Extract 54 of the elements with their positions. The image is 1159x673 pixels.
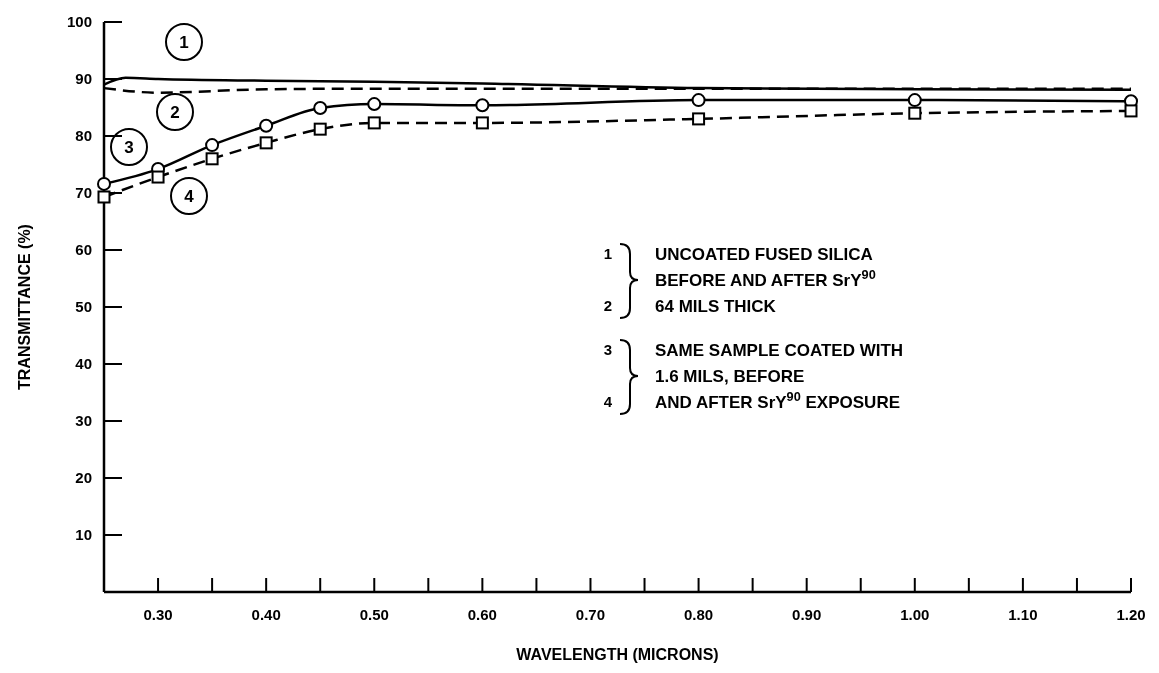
point — [259, 136, 273, 150]
x-tick-label: 0.90 — [792, 606, 822, 623]
point — [205, 152, 219, 166]
y-tick-label: 80 — [75, 127, 92, 145]
x-tick-label: 1.20 — [1116, 606, 1146, 623]
annotation: AND AFTER SrY$^{90}$ EXPOSURE — [655, 388, 900, 412]
annotation: 3 — [603, 341, 612, 359]
annotation: 64 MILS THICK — [655, 296, 777, 316]
point — [692, 112, 706, 126]
point — [475, 98, 490, 113]
point — [367, 116, 381, 130]
annotation: 1 — [179, 32, 189, 52]
annotation: 2 — [170, 102, 180, 122]
point — [1124, 104, 1138, 118]
y-tick-label: 10 — [75, 526, 92, 544]
x-axis-title: WAVELENGTH (MICRONS) — [516, 646, 719, 663]
point — [907, 93, 922, 108]
point — [205, 138, 220, 153]
point — [313, 101, 328, 116]
annotation: SAME SAMPLE COATED WITH — [655, 340, 904, 360]
annotation: BEFORE AND AFTER SrY$^{90}$ — [655, 266, 876, 290]
y-tick-label: 50 — [75, 298, 92, 316]
annotation: 4 — [184, 186, 195, 206]
annotation: 3 — [124, 137, 134, 157]
point — [691, 93, 706, 108]
x-tick-label: 0.60 — [467, 606, 497, 623]
annotation: 4 — [603, 393, 613, 411]
point — [151, 170, 165, 184]
y-tick-label: 90 — [75, 70, 92, 88]
point — [367, 97, 382, 112]
y-tick-label: 60 — [75, 241, 92, 259]
x-tick-label: 0.80 — [683, 606, 714, 623]
x-tick-label: 0.40 — [251, 606, 281, 623]
y-tick-label: 100 — [66, 13, 92, 31]
point — [97, 176, 111, 191]
point — [313, 122, 327, 136]
y-tick-label: 70 — [75, 184, 92, 202]
y-tick-label: 40 — [75, 355, 92, 373]
y-axis-title: TRANSMITTANCE (%) — [16, 224, 33, 390]
annotation: 1.6 MILS, BEFORE — [655, 366, 805, 386]
annotation: UNCOATED FUSED SILICA — [655, 244, 873, 264]
x-tick-label: 0.70 — [575, 606, 606, 623]
x-tick-label: 0.30 — [143, 606, 173, 623]
x-tick-label: 0.50 — [359, 606, 389, 623]
y-tick-label: 20 — [75, 469, 92, 487]
annotation: 1 — [603, 245, 612, 263]
point — [908, 106, 922, 120]
point — [475, 116, 489, 130]
x-tick-label: 1.00 — [900, 606, 930, 623]
point — [97, 190, 111, 204]
annotation: 2 — [603, 297, 612, 315]
point — [259, 118, 274, 133]
y-tick-label: 30 — [75, 412, 92, 430]
x-tick-label: 1.10 — [1008, 606, 1038, 623]
